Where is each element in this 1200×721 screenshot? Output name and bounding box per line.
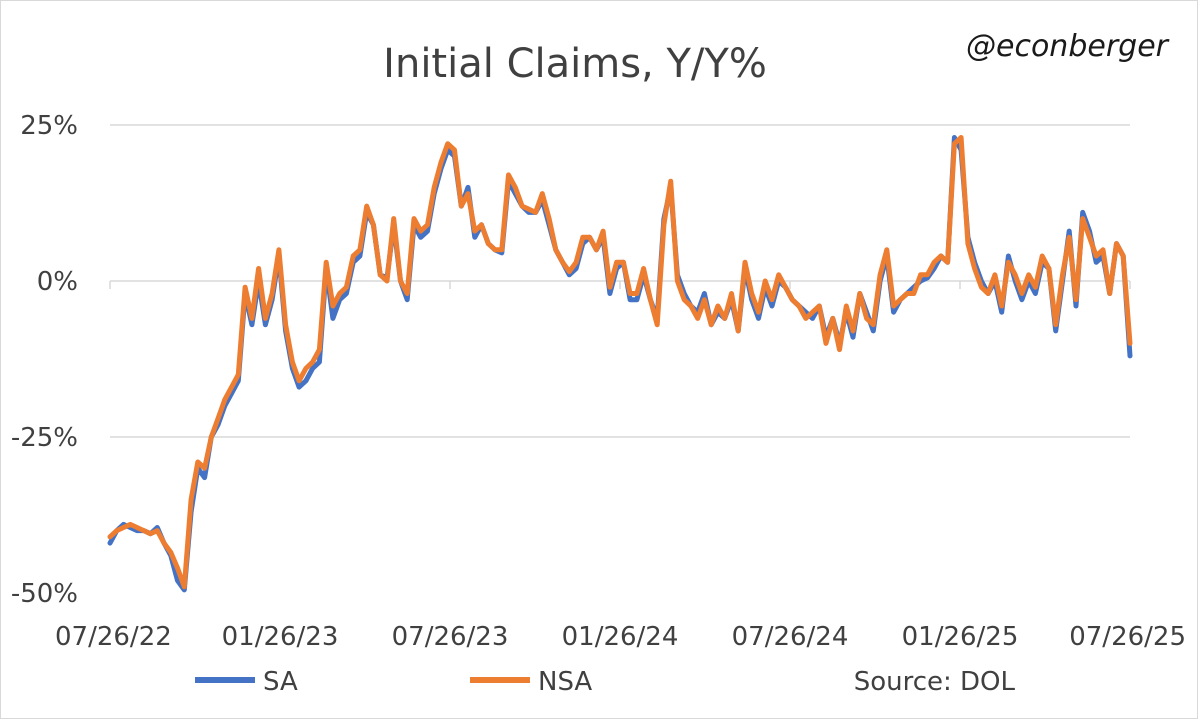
x-tick-label: 07/26/23 — [392, 622, 509, 652]
x-axis-ticks: 07/26/22 01/26/23 07/26/23 01/26/24 07/26/24… — [55, 281, 1186, 652]
x-tick-label: 01/26/24 — [562, 622, 679, 652]
series-lines — [107, 135, 1133, 593]
x-tick-label: 01/26/25 — [902, 622, 1019, 652]
x-tick-label: 07/26/22 — [55, 622, 172, 652]
series-line-nsa — [107, 135, 1133, 590]
y-tick-label: -50% — [11, 579, 78, 609]
x-tick-label: 01/26/23 — [222, 622, 339, 652]
y-tick-label: -25% — [11, 423, 78, 453]
watermark: @econberger — [966, 29, 1170, 64]
source-note: Source: DOL — [854, 667, 1016, 697]
series-line-sa — [107, 135, 1133, 593]
y-tick-label: 25% — [20, 111, 78, 141]
y-tick-label: 0% — [37, 267, 78, 297]
legend-label-sa: SA — [263, 667, 298, 697]
chart-title: Initial Claims, Y/Y% — [383, 41, 767, 87]
x-tick-label: 07/26/24 — [732, 622, 849, 652]
y-axis-ticks: 25% 0% -25% -50% — [11, 111, 78, 609]
legend: SA NSA — [195, 667, 592, 697]
legend-label-nsa: NSA — [538, 667, 592, 697]
x-tick-label: 07/26/25 — [1069, 622, 1186, 652]
